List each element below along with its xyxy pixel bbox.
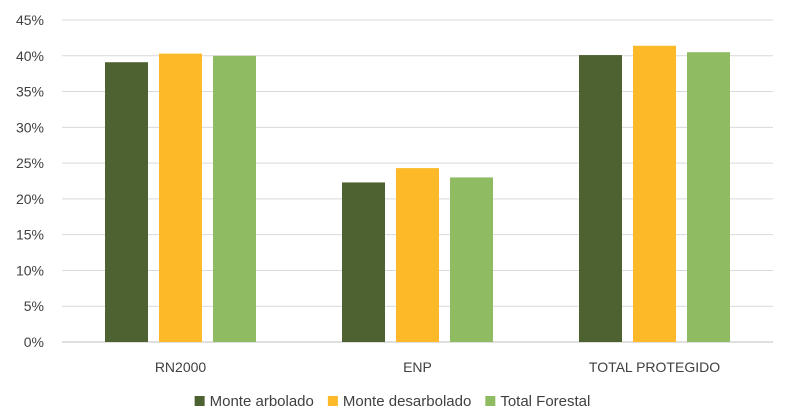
bars: [105, 45, 730, 343]
y-tick-label: 35%: [16, 84, 44, 100]
y-tick-label: 40%: [16, 48, 44, 64]
bar: [579, 55, 622, 342]
x-category-label: ENP: [403, 359, 432, 375]
bar: [342, 182, 385, 342]
legend-swatch: [485, 396, 496, 406]
legend-swatch: [194, 396, 205, 406]
bar: [105, 62, 148, 343]
y-tick-label: 10%: [16, 262, 44, 278]
y-tick-label: 15%: [16, 227, 44, 243]
legend-label: Monte arbolado: [210, 393, 314, 410]
x-category-label: RN2000: [155, 359, 207, 375]
y-axis: 0% 5% 10% 15% 20% 25% 30% 35% 40% 45%: [16, 12, 44, 350]
y-tick-label: 30%: [16, 119, 44, 135]
bar: [633, 45, 676, 342]
y-tick-label: 20%: [16, 191, 44, 207]
y-tick-label: 45%: [16, 12, 44, 28]
bar: [159, 53, 202, 343]
x-axis: RN2000 ENP TOTAL PROTEGIDO: [155, 359, 720, 375]
legend-label: Monte desarbolado: [343, 393, 471, 410]
bar: [450, 177, 493, 342]
y-tick-label: 0%: [24, 334, 44, 350]
x-category-label: TOTAL PROTEGIDO: [589, 359, 720, 375]
bar: [687, 52, 730, 342]
bar: [213, 55, 256, 343]
legend-label: Total Forestal: [500, 393, 590, 410]
legend: Monte arbolado Monte desarbolado Total For…: [194, 393, 590, 410]
y-tick-label: 5%: [24, 298, 44, 314]
bar: [396, 168, 439, 342]
y-tick-label: 25%: [16, 155, 44, 171]
legend-swatch: [327, 396, 338, 406]
